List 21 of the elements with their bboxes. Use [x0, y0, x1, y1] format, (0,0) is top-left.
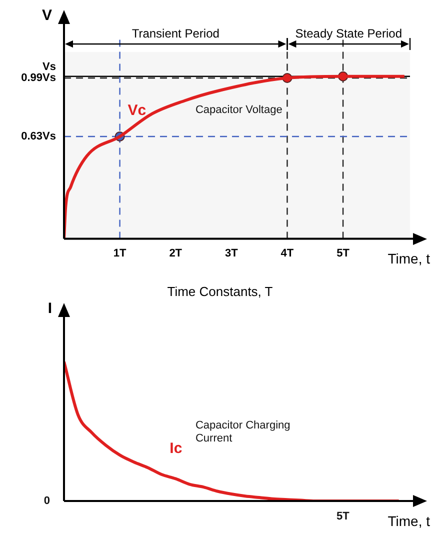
x-tick-label: 2T [169, 247, 182, 260]
y-axis-title: I [48, 300, 52, 318]
series-label: Vc [128, 102, 146, 120]
legend-label: Vs [42, 60, 56, 73]
y-tick-label: 0.63Vs [21, 130, 56, 142]
x-tick-label: 1T [113, 247, 126, 260]
band-label: Steady State Period [295, 26, 402, 40]
annotation: Capacitor Voltage [195, 104, 282, 116]
text: 5T [336, 510, 350, 523]
x-axis-title: Time, t [388, 512, 430, 529]
series-label: Ic [170, 440, 182, 458]
y-axis-title: V [42, 7, 52, 24]
x-tick-label: 5T [336, 247, 350, 260]
text: 0 [44, 495, 50, 508]
y-tick-label: 0.99Vs [21, 72, 56, 84]
x-tick-label: 4T [280, 247, 294, 260]
band-label: Transient Period [132, 26, 220, 40]
x-axis-title: Time, t [388, 250, 430, 267]
text: Time Constants, T [166, 284, 274, 299]
annotation: Capacitor Charging Current [195, 419, 290, 444]
x-tick-label: 3T [224, 247, 238, 260]
